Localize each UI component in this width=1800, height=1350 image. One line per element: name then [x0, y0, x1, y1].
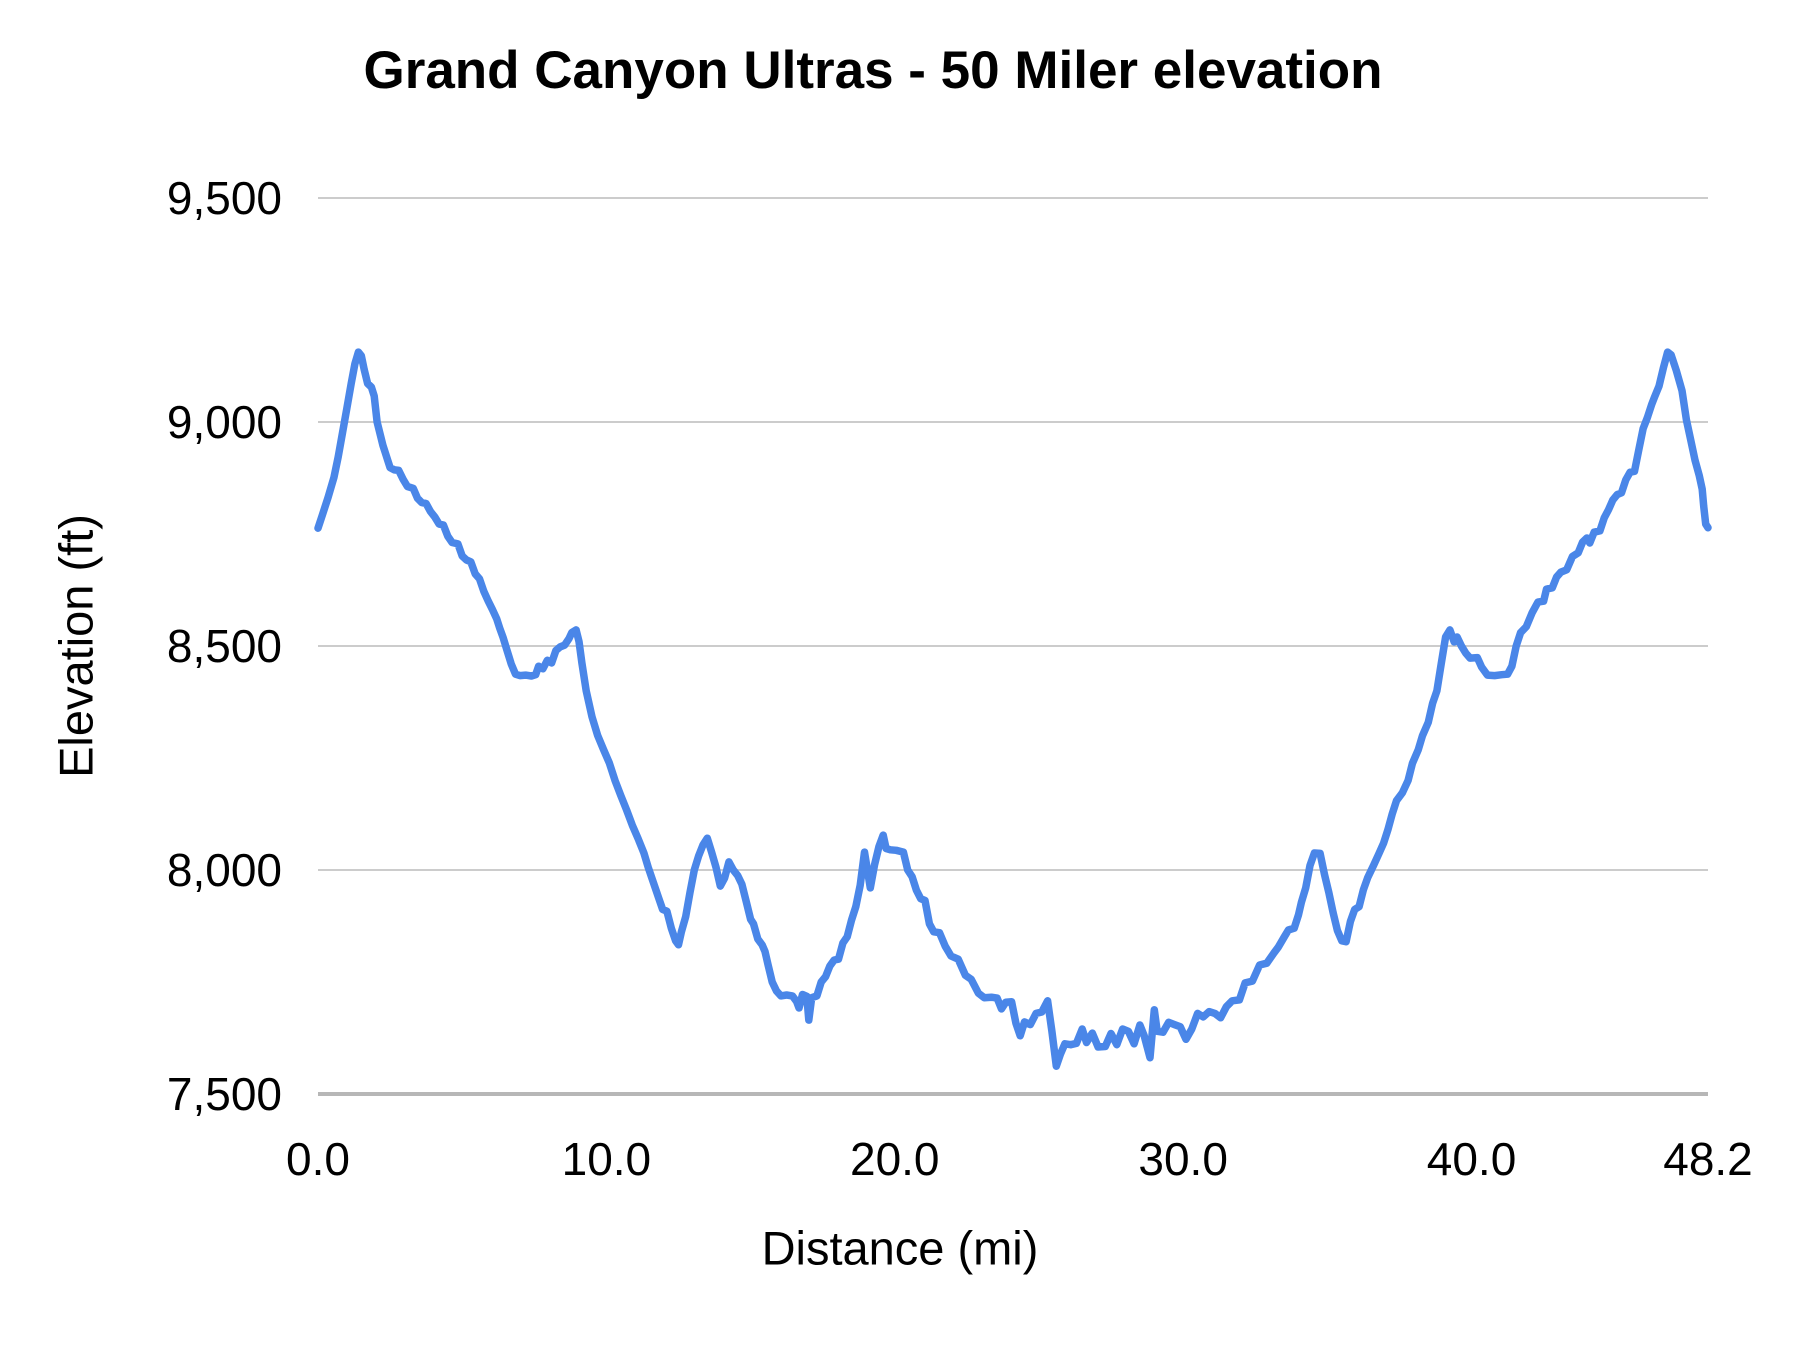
- x-axis-title: Distance (mi): [761, 1221, 1039, 1275]
- chart-title: Grand Canyon Ultras - 50 Miler elevation: [363, 41, 1383, 100]
- elevation-series-line: [314, 348, 1712, 1070]
